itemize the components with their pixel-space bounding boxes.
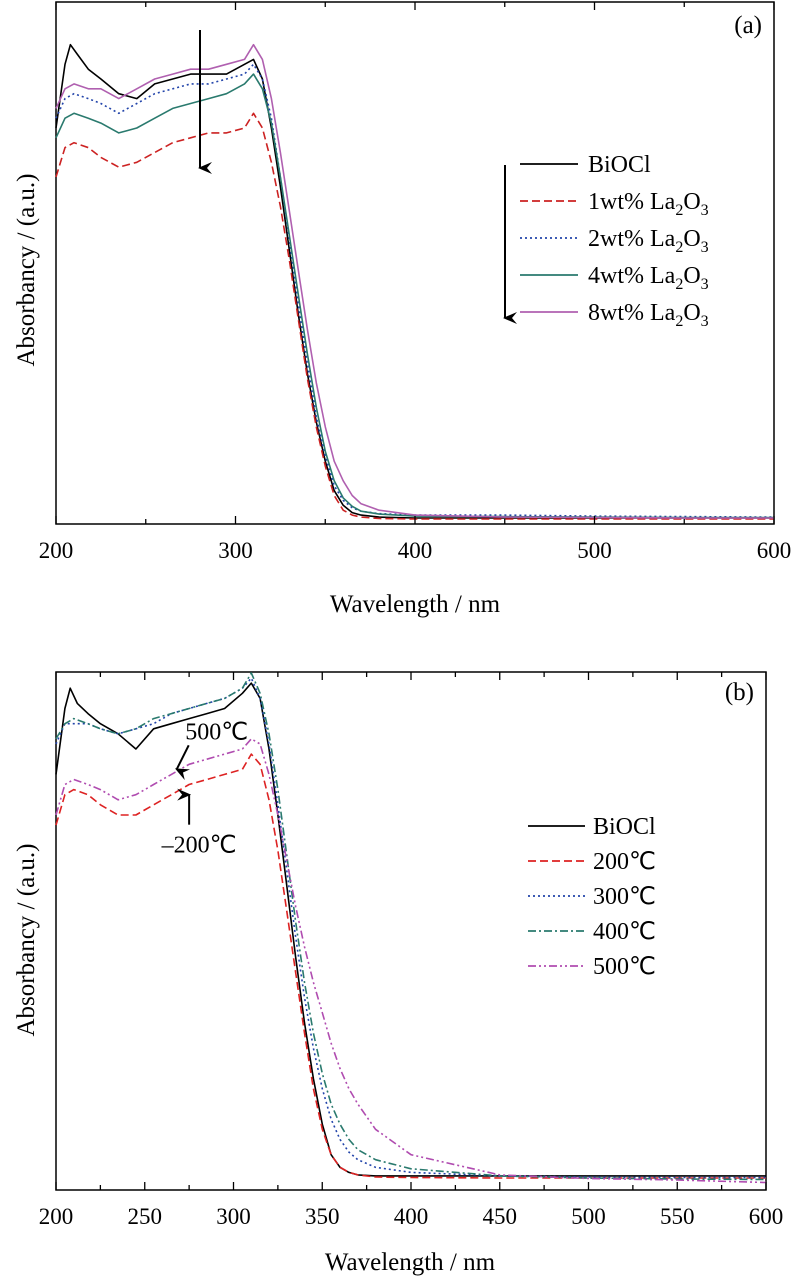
panel-a: 200 300 400 500 600 (a) Wavelength / nm Abso…	[13, 1, 792, 618]
x-tick-label: 450	[483, 1204, 518, 1229]
legend-label: 400℃	[593, 919, 656, 945]
x-ticks-b: 200 250 300 350 400 450 500 550 600	[39, 672, 784, 1229]
x-tick-label: 200	[39, 1204, 74, 1229]
x-tick-label: 200	[39, 538, 74, 563]
legend-label: 500℃	[593, 954, 656, 980]
x-tick-label: 500	[571, 1204, 606, 1229]
x-axis-title-a: Wavelength / nm	[330, 591, 501, 618]
annotation-label: 500℃	[185, 719, 248, 745]
legend-label: 4wt% La2O3	[588, 263, 709, 293]
series-line-b-4	[55, 738, 767, 1184]
series-lines-a	[55, 43, 775, 520]
y-axis-title-a: Absorbancy / (a.u.)	[13, 174, 40, 367]
series-line-a-3	[55, 73, 774, 519]
legend-a: BiOCl 1wt% La2O3 2wt% La2O3 4wt% La2O3 8wt% …	[520, 152, 709, 330]
x-tick-label: 600	[749, 1204, 784, 1229]
annotation-label: –200℃	[161, 833, 237, 859]
series-line-a-4	[55, 43, 774, 519]
panel-label-a: (a)	[734, 12, 762, 39]
legend-b: BiOCl 200℃ 300℃ 400℃ 500℃	[528, 814, 656, 980]
legend-label: 200℃	[593, 849, 656, 875]
series-line-b-1	[55, 753, 766, 1179]
legend-label: 8wt% La2O3	[588, 300, 709, 330]
annotations-b: 500℃ –200℃	[161, 719, 249, 858]
x-tick-label: 550	[660, 1204, 695, 1229]
x-tick-label: 300	[216, 1204, 251, 1229]
series-line-a-1	[55, 112, 774, 520]
x-tick-label: 400	[398, 538, 433, 563]
panel-b: 200 250 300 350 400 450 500 550 600 (b) Waveleng…	[13, 671, 784, 1276]
annotation-arrow	[174, 744, 191, 781]
series-line-a-2	[55, 63, 775, 518]
legend-label: BiOCl	[593, 814, 656, 840]
legend-label: 2wt% La2O3	[588, 226, 709, 256]
series-line-a-0	[55, 43, 774, 519]
y-axis-title-b: Absorbancy / (a.u.)	[13, 844, 40, 1037]
series-line-b-3	[55, 672, 767, 1181]
x-ticks-a: 200 300 400 500 600	[39, 2, 792, 563]
series-lines-b	[55, 672, 767, 1184]
panel-label-b: (b)	[725, 679, 754, 706]
x-tick-label: 500	[577, 538, 612, 563]
x-tick-label: 400	[394, 1204, 429, 1229]
plot-frame-b	[55, 671, 767, 1191]
legend-label: 1wt% La2O3	[588, 189, 709, 219]
legend-label: 300℃	[593, 884, 656, 910]
x-tick-label: 600	[757, 538, 792, 563]
series-line-b-0	[55, 682, 766, 1177]
series-line-b-2	[55, 677, 766, 1179]
x-tick-label: 300	[218, 538, 253, 563]
x-axis-title-b: Wavelength / nm	[325, 1249, 496, 1276]
x-tick-label: 350	[305, 1204, 340, 1229]
legend-label: BiOCl	[588, 152, 651, 178]
x-tick-label: 250	[128, 1204, 163, 1229]
